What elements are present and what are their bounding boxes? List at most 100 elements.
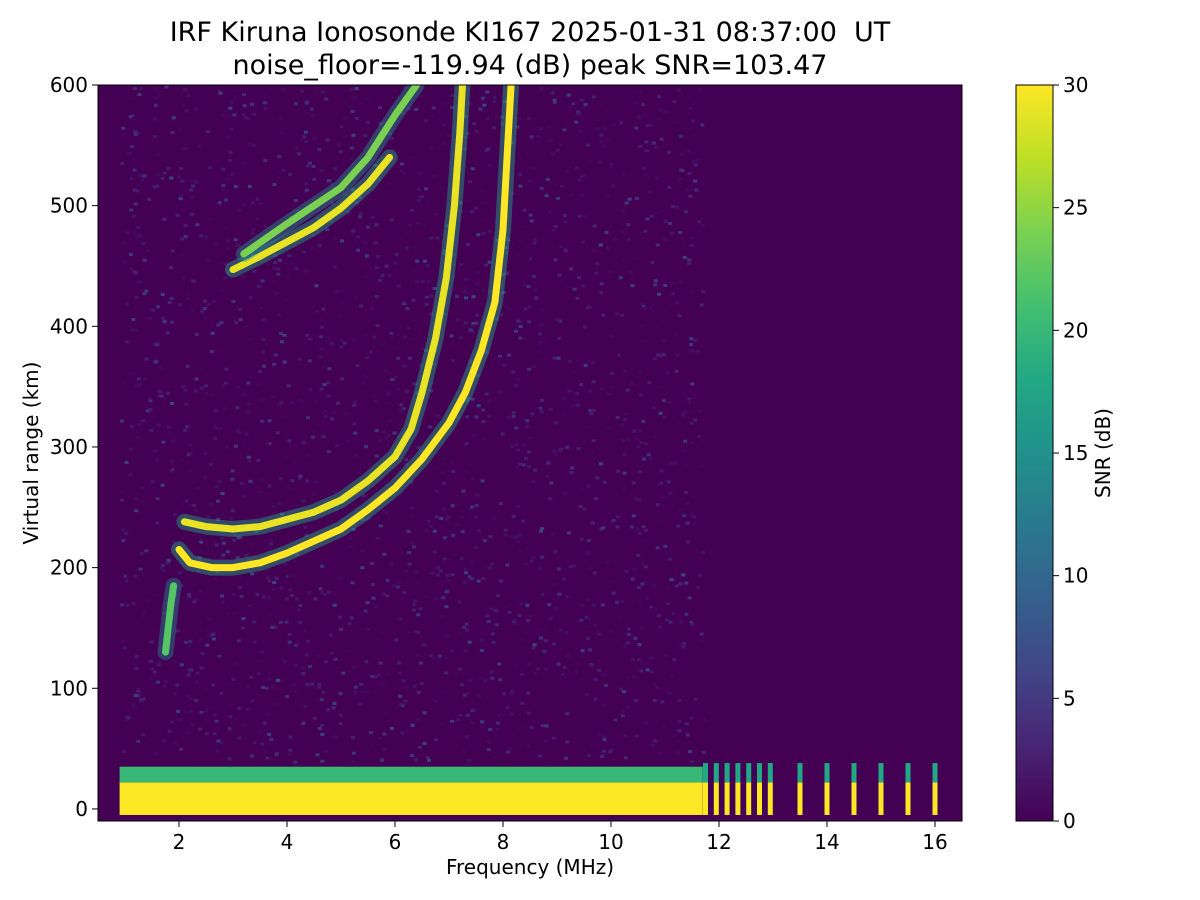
noise-cell bbox=[529, 219, 534, 223]
noise-cell bbox=[677, 180, 682, 184]
noise-cell bbox=[394, 253, 399, 257]
noise-cell bbox=[608, 270, 613, 274]
noise-cell bbox=[173, 384, 178, 388]
noise-cell bbox=[601, 144, 606, 148]
noise-cell bbox=[485, 117, 490, 121]
noise-cell bbox=[227, 757, 232, 761]
channel-bar bbox=[703, 782, 708, 815]
noise-cell bbox=[506, 238, 511, 242]
noise-cell bbox=[160, 293, 165, 297]
noise-cell bbox=[548, 138, 553, 142]
noise-cell bbox=[213, 436, 218, 440]
noise-cell bbox=[335, 395, 340, 399]
noise-cell bbox=[332, 701, 337, 705]
noise-cell bbox=[432, 550, 437, 554]
noise-cell bbox=[545, 260, 549, 264]
noise-cell bbox=[625, 388, 630, 392]
noise-cell bbox=[638, 429, 643, 432]
noise-cell bbox=[663, 220, 668, 224]
noise-cell bbox=[642, 166, 647, 170]
noise-cell bbox=[172, 512, 177, 516]
noise-cell bbox=[424, 529, 429, 532]
noise-cell bbox=[582, 507, 587, 511]
noise-cell bbox=[644, 140, 649, 144]
noise-cell bbox=[651, 583, 656, 587]
noise-cell bbox=[260, 742, 265, 746]
noise-cell bbox=[701, 490, 705, 494]
noise-cell bbox=[235, 556, 240, 560]
noise-cell bbox=[133, 202, 138, 206]
noise-cell bbox=[141, 610, 146, 614]
noise-cell bbox=[371, 114, 376, 118]
noise-cell bbox=[648, 496, 653, 500]
noise-cell bbox=[507, 353, 511, 357]
noise-cell bbox=[266, 596, 271, 600]
noise-cell bbox=[669, 283, 674, 287]
noise-cell bbox=[189, 649, 194, 652]
noise-cell bbox=[374, 429, 379, 433]
noise-cell bbox=[358, 212, 363, 216]
noise-cell bbox=[247, 184, 252, 188]
noise-cell bbox=[638, 498, 642, 502]
noise-cell bbox=[632, 213, 637, 217]
noise-cell bbox=[319, 590, 324, 594]
noise-cell bbox=[624, 569, 629, 573]
noise-cell bbox=[366, 516, 371, 520]
noise-cell bbox=[298, 604, 303, 608]
noise-cell bbox=[320, 724, 324, 727]
noise-cell bbox=[687, 172, 692, 176]
noise-cell bbox=[250, 102, 255, 106]
noise-cell bbox=[141, 242, 146, 246]
noise-cell bbox=[465, 628, 470, 632]
noise-cell bbox=[246, 117, 251, 121]
noise-cell bbox=[569, 471, 574, 474]
noise-cell bbox=[562, 397, 567, 401]
noise-cell bbox=[679, 643, 684, 647]
noise-cell bbox=[431, 88, 435, 92]
noise-cell bbox=[168, 431, 173, 435]
noise-cell bbox=[211, 637, 216, 641]
noise-cell bbox=[310, 553, 314, 557]
channel-bar bbox=[932, 782, 938, 815]
noise-cell bbox=[153, 360, 158, 364]
noise-cell bbox=[507, 609, 512, 612]
noise-cell bbox=[519, 320, 523, 324]
noise-cell bbox=[315, 753, 320, 757]
noise-cell bbox=[637, 658, 641, 662]
noise-cell bbox=[472, 527, 477, 530]
noise-cell bbox=[453, 401, 457, 405]
noise-cell bbox=[667, 185, 672, 189]
noise-cell bbox=[548, 536, 553, 539]
noise-cell bbox=[655, 325, 660, 329]
noise-cell bbox=[656, 483, 661, 487]
noise-cell bbox=[354, 203, 359, 207]
noise-cell bbox=[353, 685, 358, 689]
noise-cell bbox=[162, 569, 167, 573]
noise-cell bbox=[460, 530, 465, 534]
noise-cell bbox=[674, 369, 679, 373]
noise-cell bbox=[346, 545, 351, 549]
noise-cell bbox=[679, 484, 683, 488]
noise-cell bbox=[188, 469, 193, 472]
noise-cell bbox=[273, 254, 278, 258]
noise-cell bbox=[324, 660, 328, 664]
noise-cell bbox=[194, 332, 199, 336]
noise-cell bbox=[621, 138, 625, 142]
noise-cell bbox=[123, 325, 128, 329]
noise-cell bbox=[344, 412, 349, 416]
noise-cell bbox=[649, 457, 653, 461]
noise-cell bbox=[221, 114, 226, 117]
noise-cell bbox=[429, 294, 434, 298]
noise-cell bbox=[484, 400, 489, 404]
noise-cell bbox=[510, 241, 515, 245]
noise-cell bbox=[198, 154, 203, 158]
noise-cell bbox=[134, 497, 139, 501]
noise-cell bbox=[654, 628, 659, 632]
noise-cell bbox=[219, 321, 224, 325]
noise-cell bbox=[669, 491, 673, 495]
noise-cell bbox=[643, 113, 648, 116]
noise-cell bbox=[351, 338, 356, 342]
noise-cell bbox=[410, 208, 415, 212]
noise-cell bbox=[280, 512, 284, 516]
noise-cell bbox=[682, 497, 687, 500]
